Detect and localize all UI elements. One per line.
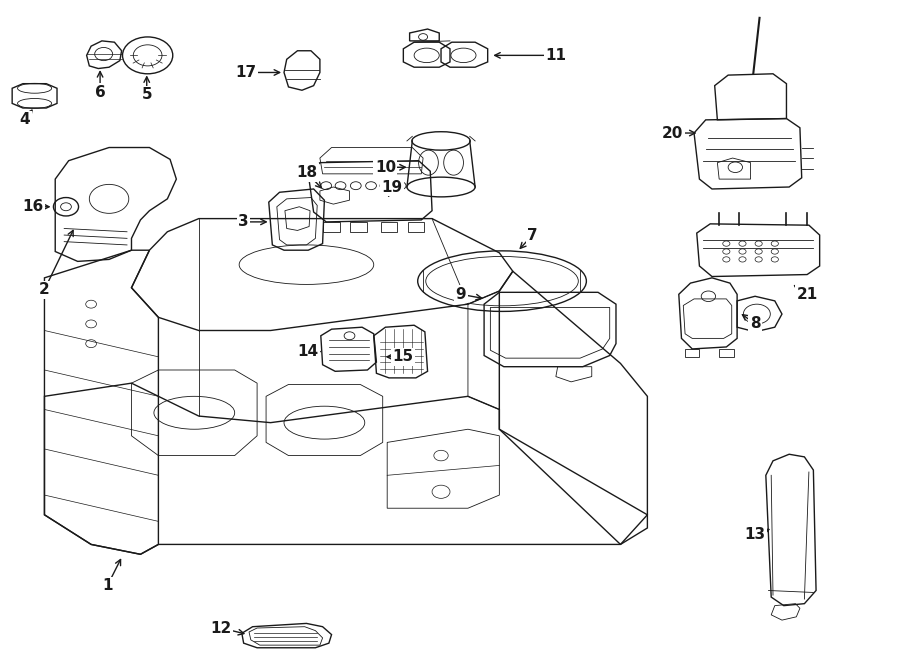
Text: 12: 12 — [211, 621, 232, 635]
Text: 15: 15 — [392, 349, 414, 364]
Text: 2: 2 — [39, 282, 50, 297]
Text: 14: 14 — [298, 344, 319, 359]
Text: 8: 8 — [750, 317, 760, 331]
Text: 19: 19 — [381, 180, 402, 194]
Text: 20: 20 — [662, 126, 683, 141]
Text: 9: 9 — [455, 287, 466, 302]
Text: 7: 7 — [527, 227, 538, 243]
Text: 13: 13 — [744, 527, 766, 542]
Text: 21: 21 — [796, 287, 818, 302]
Text: 18: 18 — [296, 165, 317, 180]
Text: 6: 6 — [94, 85, 105, 100]
Text: 17: 17 — [235, 65, 256, 80]
Text: 1: 1 — [102, 578, 112, 594]
Text: 4: 4 — [20, 112, 30, 128]
Text: 16: 16 — [22, 199, 43, 214]
Text: 11: 11 — [545, 48, 566, 63]
Text: 5: 5 — [141, 87, 152, 102]
Text: 3: 3 — [238, 214, 249, 229]
Text: 10: 10 — [374, 160, 396, 175]
